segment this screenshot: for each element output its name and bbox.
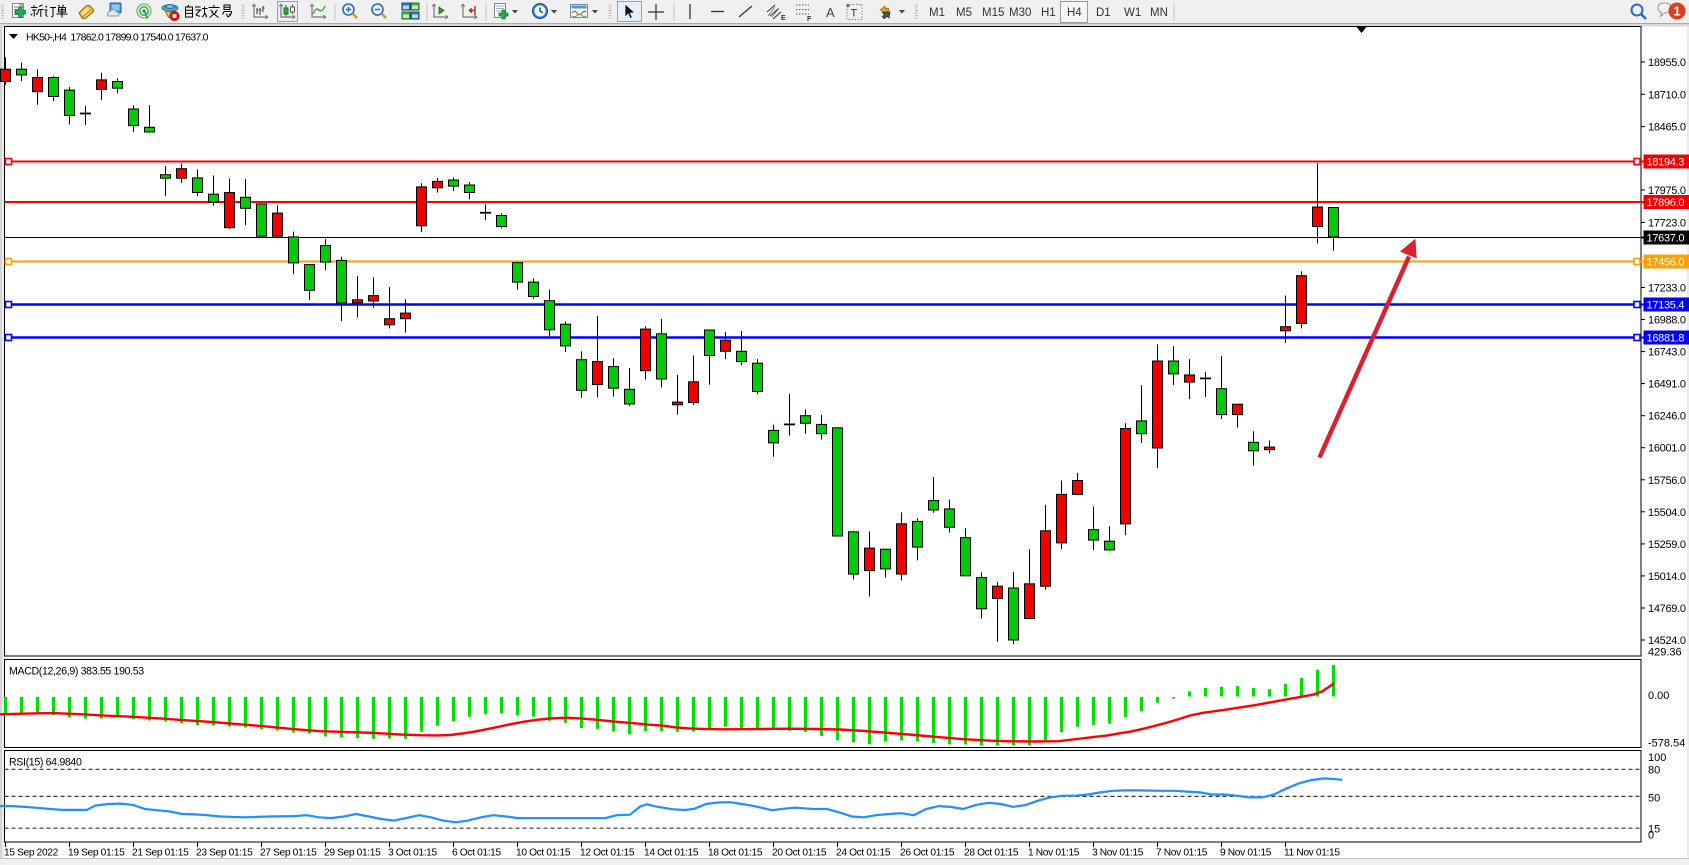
svg-text:17896.0: 17896.0: [1647, 197, 1685, 209]
svg-text:F: F: [807, 16, 812, 23]
svg-text:17637.0: 17637.0: [1647, 233, 1685, 245]
svg-text:9 Nov 01:15: 9 Nov 01:15: [1220, 848, 1272, 859]
svg-text:20 Oct 01:15: 20 Oct 01:15: [772, 848, 827, 859]
svg-text:21 Sep 01:15: 21 Sep 01:15: [132, 848, 189, 859]
svg-text:16988.0: 16988.0: [1648, 315, 1686, 327]
svg-text:16246.0: 16246.0: [1648, 411, 1686, 423]
svg-text:16881.8: 16881.8: [1647, 333, 1685, 345]
svg-text:1 Nov 01:15: 1 Nov 01:15: [1028, 848, 1080, 859]
svg-text:23 Sep 01:15: 23 Sep 01:15: [196, 848, 253, 859]
svg-text:MN: MN: [1150, 7, 1168, 19]
svg-text:11 Nov 01:15: 11 Nov 01:15: [1284, 848, 1340, 859]
svg-text:28 Oct 01:15: 28 Oct 01:15: [964, 848, 1019, 859]
svg-text:1: 1: [1673, 4, 1680, 19]
svg-text:T: T: [851, 8, 858, 20]
svg-text:7 Nov 01:15: 7 Nov 01:15: [1156, 848, 1208, 859]
svg-text:D1: D1: [1096, 7, 1111, 19]
svg-text:18 Oct 01:15: 18 Oct 01:15: [708, 848, 763, 859]
svg-text:17975.0: 17975.0: [1648, 185, 1686, 197]
svg-text:24 Oct 01:15: 24 Oct 01:15: [836, 848, 891, 859]
svg-text:18194.3: 18194.3: [1647, 157, 1685, 169]
svg-text:16001.0: 16001.0: [1648, 443, 1686, 455]
svg-text:18955.0: 18955.0: [1648, 57, 1686, 69]
svg-text:W1: W1: [1124, 7, 1141, 19]
svg-text:10 Oct 01:15: 10 Oct 01:15: [516, 848, 571, 859]
svg-text:17456.0: 17456.0: [1647, 257, 1685, 269]
svg-text:6 Oct 01:15: 6 Oct 01:15: [452, 848, 502, 859]
svg-text:15259.0: 15259.0: [1648, 539, 1686, 551]
svg-text:27 Sep 01:15: 27 Sep 01:15: [260, 848, 317, 859]
svg-text:16743.0: 16743.0: [1648, 347, 1686, 359]
svg-text:M1: M1: [929, 7, 945, 19]
svg-text:29 Sep 01:15: 29 Sep 01:15: [324, 848, 381, 859]
svg-text:E: E: [781, 15, 786, 22]
svg-text:50: 50: [1648, 793, 1660, 805]
svg-text:15: 15: [1648, 824, 1660, 836]
svg-text:17233.0: 17233.0: [1648, 283, 1686, 295]
svg-text:H4: H4: [1067, 7, 1082, 19]
svg-text:0: 0: [1648, 830, 1654, 842]
svg-text:80: 80: [1648, 765, 1660, 777]
svg-text:RSI(15) 64.9840: RSI(15) 64.9840: [9, 757, 82, 769]
svg-text:M30: M30: [1009, 7, 1031, 19]
svg-text:15014.0: 15014.0: [1648, 571, 1686, 583]
svg-text:429.36: 429.36: [1648, 647, 1682, 659]
svg-text:M15: M15: [982, 7, 1004, 19]
svg-text:17723.0: 17723.0: [1648, 218, 1686, 230]
svg-text:H1: H1: [1041, 7, 1056, 19]
svg-text:15 Sep 2022: 15 Sep 2022: [4, 848, 59, 859]
svg-text:-578.54: -578.54: [1648, 738, 1685, 750]
svg-text:19 Sep 01:15: 19 Sep 01:15: [68, 848, 125, 859]
svg-text:15504.0: 15504.0: [1648, 507, 1686, 519]
svg-text:26 Oct 01:15: 26 Oct 01:15: [900, 848, 955, 859]
svg-text:0.00: 0.00: [1648, 690, 1669, 702]
svg-text:18710.0: 18710.0: [1648, 89, 1686, 101]
svg-text:14524.0: 14524.0: [1648, 635, 1686, 647]
svg-text:18465.0: 18465.0: [1648, 122, 1686, 134]
svg-text:14 Oct 01:15: 14 Oct 01:15: [644, 848, 699, 859]
svg-text:HK50-,H4 17862.0 17899.0 1754: HK50-,H4 17862.0 17899.0 17540.0 17637.0: [26, 32, 209, 44]
svg-text:3 Oct 01:15: 3 Oct 01:15: [388, 848, 438, 859]
svg-text:17135.4: 17135.4: [1647, 300, 1685, 312]
svg-text:100: 100: [1648, 752, 1666, 764]
svg-text:A: A: [826, 5, 835, 20]
svg-text:15756.0: 15756.0: [1648, 475, 1686, 487]
svg-text:3 Nov 01:15: 3 Nov 01:15: [1092, 848, 1144, 859]
svg-text:16491.0: 16491.0: [1648, 379, 1686, 391]
svg-text:14769.0: 14769.0: [1648, 603, 1686, 615]
svg-text:MACD(12,26,9) 383.55 190.53: MACD(12,26,9) 383.55 190.53: [9, 666, 144, 678]
svg-text:12 Oct 01:15: 12 Oct 01:15: [580, 848, 635, 859]
svg-text:M5: M5: [956, 7, 972, 19]
